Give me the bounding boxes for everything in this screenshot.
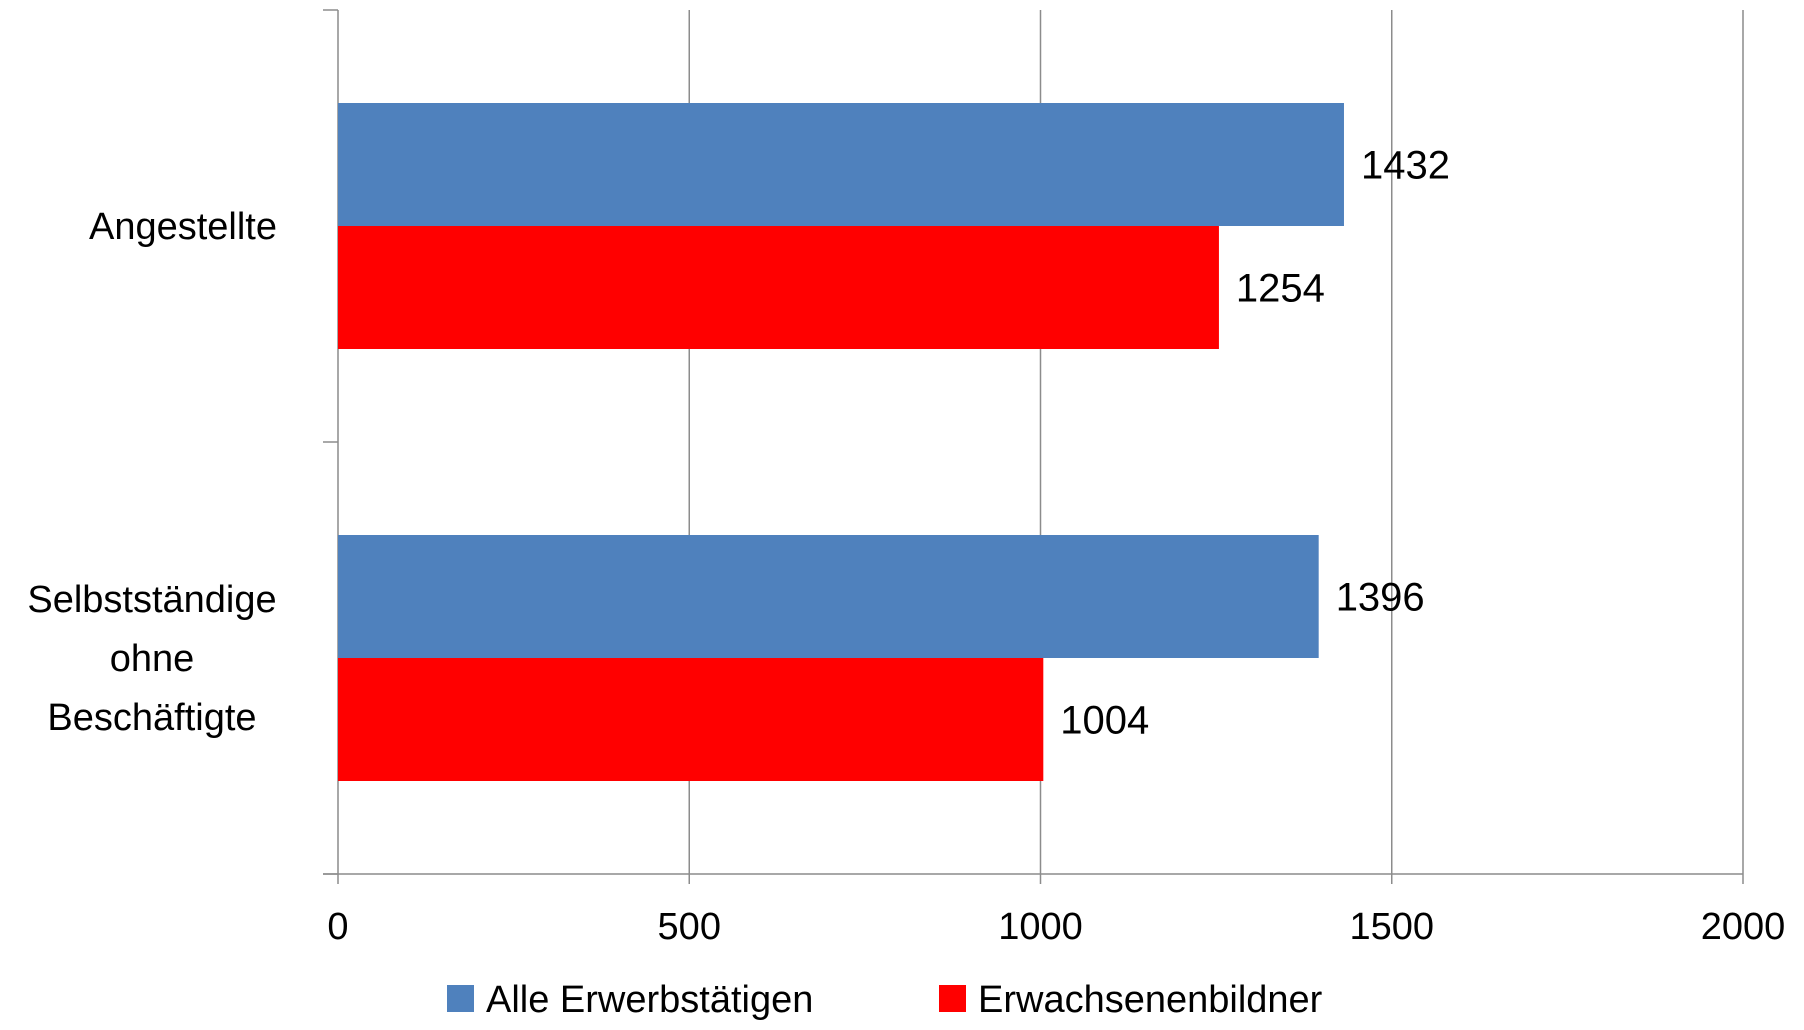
bar [338, 535, 1319, 658]
x-tick-label: 1000 [998, 906, 1083, 948]
legend-swatch [447, 985, 474, 1012]
category-label: Angestellte [89, 206, 277, 248]
data-labels: 1432 1254 1396 1004 [1060, 144, 1450, 743]
data-label: 1432 [1361, 144, 1450, 188]
x-tick-label: 500 [658, 906, 721, 948]
data-label: 1004 [1060, 699, 1149, 743]
x-tick-label: 1500 [1349, 906, 1434, 948]
data-label: 1396 [1336, 576, 1425, 620]
bar [338, 226, 1219, 349]
x-tick-labels: 0 500 1000 1500 2000 [327, 906, 1785, 948]
legend-label: Erwachsenenbildner [978, 979, 1323, 1021]
legend: Alle Erwerbstätigen Erwachsenenbildner [447, 979, 1323, 1021]
bars [338, 103, 1344, 781]
bar [338, 103, 1344, 226]
category-label: Selbstständige ohne Beschäftigte [27, 579, 276, 739]
legend-swatch [939, 985, 966, 1012]
bar [338, 658, 1044, 781]
legend-label: Alle Erwerbstätigen [486, 979, 813, 1021]
x-tick-label: 2000 [1701, 906, 1786, 948]
x-tick-label: 0 [327, 906, 348, 948]
category-labels: Angestellte Selbstständige ohne Beschäftigt… [27, 206, 277, 739]
data-label: 1254 [1236, 267, 1325, 311]
